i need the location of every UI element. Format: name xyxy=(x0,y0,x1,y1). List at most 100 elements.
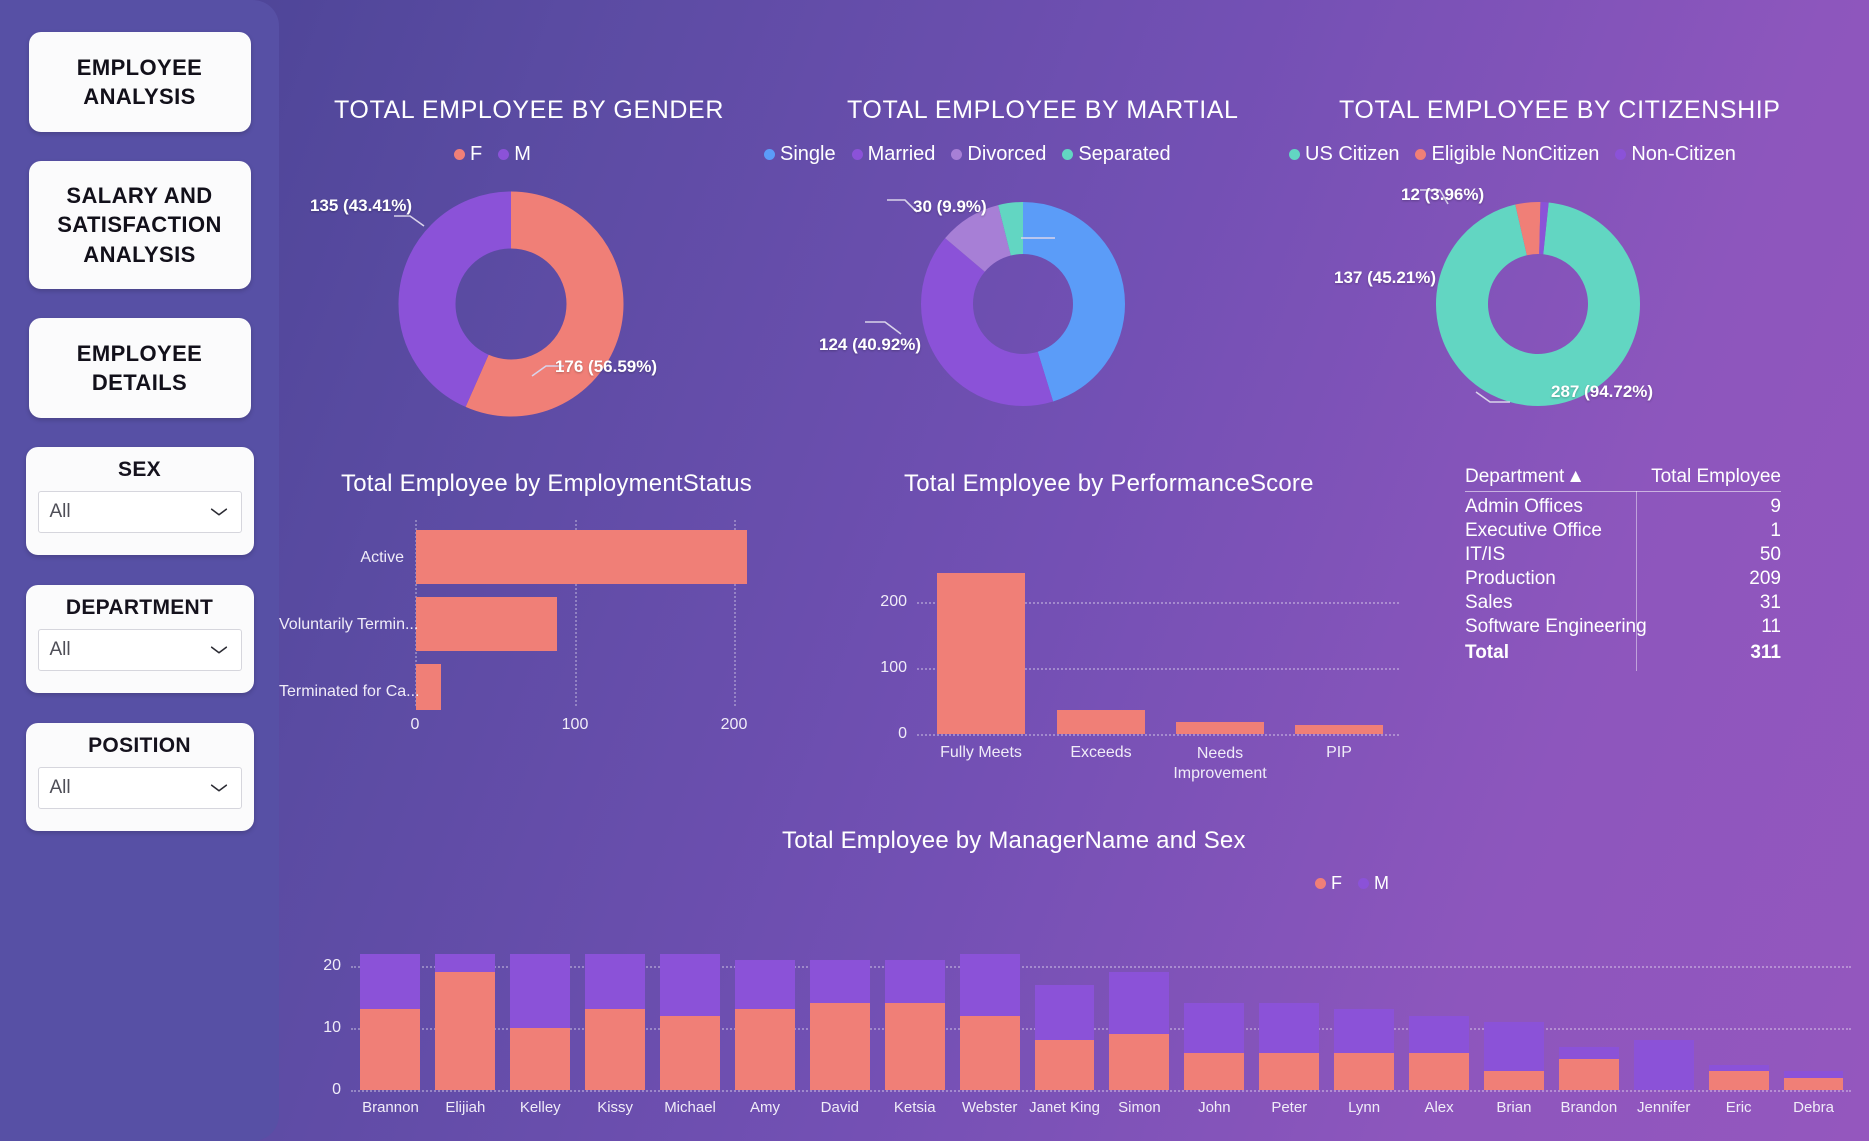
chevron-down-icon xyxy=(208,639,230,661)
stacked-bar-segment-m[interactable] xyxy=(510,953,571,1028)
stacked-bar-segment-f[interactable] xyxy=(1334,1052,1395,1090)
legend-item-f[interactable]: F xyxy=(1315,873,1342,894)
stacked-bar-segment-m[interactable] xyxy=(1034,984,1095,1041)
bar-exceeds[interactable] xyxy=(1057,710,1145,734)
manager-xtick-peter: Peter xyxy=(1271,1099,1308,1116)
gender-chart-legend: F M xyxy=(454,143,531,166)
department-table[interactable]: Department ▲ Total Employee Admin Offices… xyxy=(1465,466,1781,671)
table-row[interactable]: Sales 31 xyxy=(1465,591,1781,615)
legend-item-f[interactable]: F xyxy=(454,143,482,166)
table-row[interactable]: Admin Offices 9 xyxy=(1465,495,1781,519)
column-header-label: Total Employee xyxy=(1651,466,1781,487)
legend-item-us-citizen[interactable]: US Citizen xyxy=(1289,143,1399,166)
bar-terminated-for-cause[interactable] xyxy=(416,664,441,710)
manager-xtick-ketsia: Ketsia xyxy=(893,1099,936,1116)
bar-active[interactable] xyxy=(416,530,747,584)
slicer-department-dropdown[interactable]: All xyxy=(37,629,242,671)
stacked-bar-segment-m[interactable] xyxy=(884,959,945,1004)
cell-department: IT/IS xyxy=(1465,544,1506,565)
employment-status-chart[interactable]: Active Voluntarily Termin... Terminated … xyxy=(279,520,839,740)
legend-item-separated[interactable]: Separated xyxy=(1062,143,1171,166)
legend-label: M xyxy=(1374,873,1389,893)
table-row[interactable]: Executive Office 1 xyxy=(1465,519,1781,543)
stacked-bar-segment-m[interactable] xyxy=(1109,972,1170,1035)
stacked-bar-segment-m[interactable] xyxy=(734,959,795,1010)
stacked-bar-segment-f[interactable] xyxy=(585,1009,646,1090)
cell-total: 50 xyxy=(1759,544,1781,565)
legend-item-non-citizen[interactable]: Non-Citizen xyxy=(1615,143,1736,166)
stacked-bar-segment-m[interactable] xyxy=(435,953,496,973)
table-row[interactable]: Software Engineering 11 xyxy=(1465,615,1781,639)
manager-name-sex-chart[interactable]: 0 10 20 Brannon Elijiah Kelley Kissy Michael… xyxy=(279,920,1869,1141)
citizenship-callout-eligible: 12 (3.96%) xyxy=(1401,185,1485,204)
column-header-total-employee[interactable]: Total Employee xyxy=(1617,466,1781,491)
legend-item-divorced[interactable]: Divorced xyxy=(951,143,1046,166)
stacked-bar-segment-f[interactable] xyxy=(1109,1034,1170,1090)
stacked-bar-segment-m[interactable] xyxy=(585,953,646,1010)
legend-item-married[interactable]: Married xyxy=(851,143,935,166)
bar-pip[interactable] xyxy=(1295,725,1383,734)
slicer-position-dropdown[interactable]: All xyxy=(37,767,242,809)
bar-voluntarily-terminated[interactable] xyxy=(416,597,557,651)
stacked-bar-segment-f[interactable] xyxy=(809,1003,870,1090)
stacked-bar-segment-f[interactable] xyxy=(959,1015,1020,1090)
column-header-label: Department xyxy=(1465,466,1565,487)
stacked-bar-segment-m[interactable] xyxy=(959,953,1020,1016)
legend-label: Separated xyxy=(1078,143,1171,165)
table-row[interactable]: IT/IS 50 xyxy=(1465,543,1781,567)
manager-xtick-janet-king: Janet King xyxy=(1029,1099,1100,1116)
stacked-bar-segment-m[interactable] xyxy=(1184,1003,1245,1053)
manager-xtick-lynn: Lynn xyxy=(1348,1099,1381,1116)
cell-total: 9 xyxy=(1770,496,1781,517)
column-header-department[interactable]: Department ▲ xyxy=(1465,466,1617,491)
stacked-bar-segment-f[interactable] xyxy=(884,1003,945,1090)
gender-donut-chart[interactable] xyxy=(394,190,625,423)
sidebar-item-employee-analysis[interactable]: EMPLOYEE ANALYSIS xyxy=(28,32,251,132)
stacked-bar-segment-m[interactable] xyxy=(1259,1003,1320,1053)
stacked-bar-segment-m[interactable] xyxy=(1708,1065,1769,1072)
slicer-sex-dropdown[interactable]: All xyxy=(37,491,242,533)
stacked-bar-segment-f[interactable] xyxy=(1259,1052,1320,1090)
manager-xtick-webster: Webster xyxy=(961,1099,1018,1116)
cell-department: Production xyxy=(1465,568,1556,589)
sidebar-item-salary-analysis[interactable]: SALARY AND SATISFACTION ANALYSIS xyxy=(28,161,251,289)
gender-callout-m: 135 (43.41%) xyxy=(309,196,413,215)
stacked-bar-segment-m[interactable] xyxy=(660,953,720,1016)
performance-score-chart[interactable]: 0 100 200 Fully Meets Exceeds Needs Impr… xyxy=(839,510,1439,782)
stacked-bar-segment-f[interactable] xyxy=(1184,1052,1245,1090)
table-row[interactable]: Production 209 xyxy=(1465,567,1781,591)
bar-needs-improvement[interactable] xyxy=(1176,722,1264,734)
legend-item-eligible-noncitizen[interactable]: Eligible NonCitizen xyxy=(1415,143,1599,166)
martial-donut-chart[interactable] xyxy=(865,199,1127,413)
stacked-bar-segment-f[interactable] xyxy=(1034,1040,1095,1090)
manager-xtick-kelley: Kelley xyxy=(519,1099,561,1116)
table-total-row: Total 311 xyxy=(1465,639,1781,665)
stacked-bar-segment-m[interactable] xyxy=(1633,1040,1694,1090)
stacked-bar-segment-m[interactable] xyxy=(809,959,870,1004)
legend-item-m[interactable]: M xyxy=(498,143,531,166)
stacked-bar-segment-m[interactable] xyxy=(1483,1021,1544,1072)
stacked-bar-segment-f[interactable] xyxy=(734,1009,795,1090)
stacked-bar-segment-m[interactable] xyxy=(360,953,421,1010)
stacked-bar-segment-f[interactable] xyxy=(1483,1071,1544,1090)
stacked-bar-segment-f[interactable] xyxy=(435,972,496,1090)
stacked-bar-segment-f[interactable] xyxy=(360,1009,421,1090)
legend-item-m[interactable]: M xyxy=(1358,873,1389,894)
manager-xtick-brian: Brian xyxy=(1496,1099,1532,1116)
stacked-bar-segment-f[interactable] xyxy=(1783,1077,1844,1090)
sidebar-item-employee-details[interactable]: EMPLOYEE DETAILS xyxy=(28,318,251,418)
stacked-bar-segment-m[interactable] xyxy=(1334,1009,1395,1053)
stacked-bar-segment-f[interactable] xyxy=(1708,1071,1769,1090)
legend-label: F xyxy=(1331,873,1342,893)
stacked-bar-segment-m[interactable] xyxy=(1409,1015,1469,1053)
stacked-bar-segment-m[interactable] xyxy=(1558,1046,1619,1059)
legend-item-single[interactable]: Single xyxy=(764,143,836,166)
bar-fully-meets[interactable] xyxy=(937,573,1025,734)
stacked-bar-segment-f[interactable] xyxy=(1409,1052,1469,1090)
stacked-bar-segment-f[interactable] xyxy=(660,1015,720,1090)
stacked-bar-segment-m[interactable] xyxy=(1783,1071,1844,1078)
stacked-bar-segment-f[interactable] xyxy=(1558,1059,1619,1090)
stacked-bar-segment-f[interactable] xyxy=(510,1028,571,1090)
legend-swatch xyxy=(1062,149,1074,160)
martial-callout-single: 137 (45.21%) xyxy=(1334,268,1437,287)
